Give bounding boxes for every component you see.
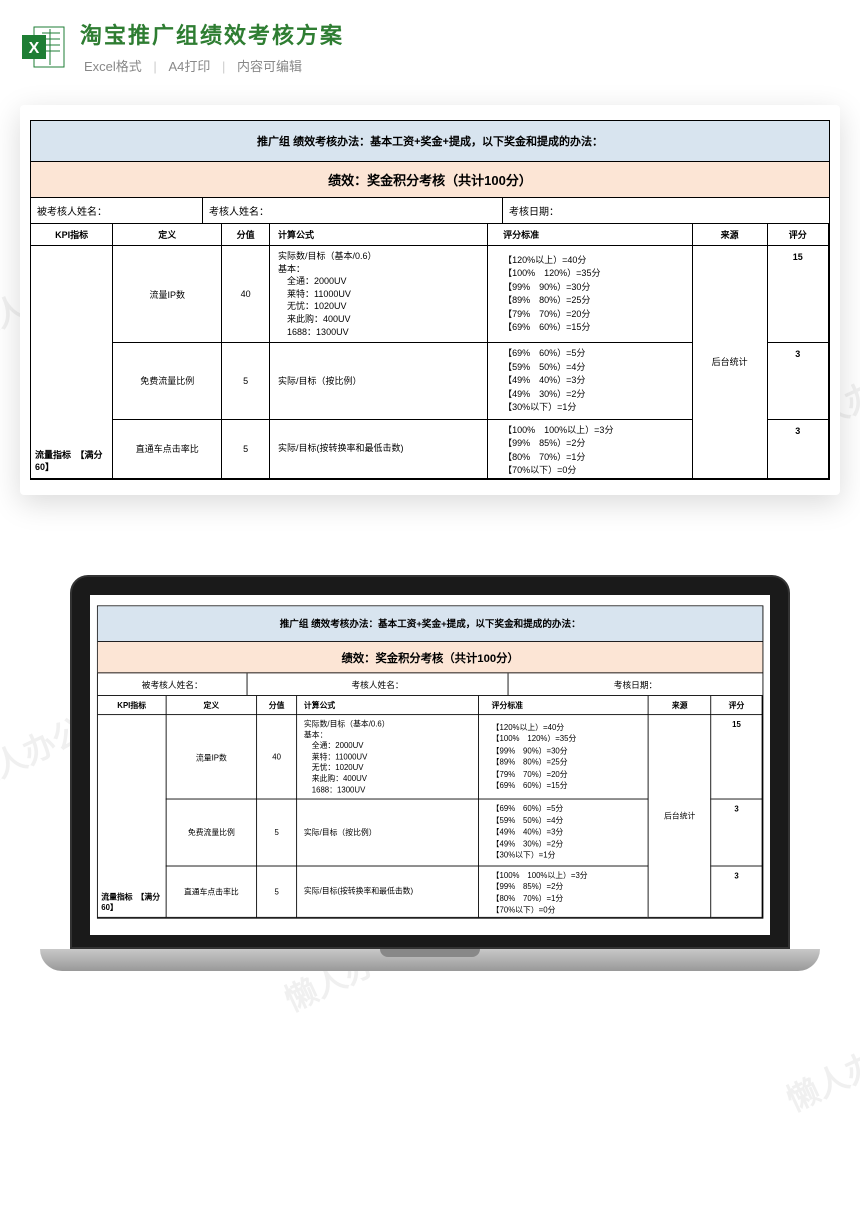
col-def: 定义 xyxy=(166,696,257,715)
col-source: 来源 xyxy=(648,696,710,715)
col-formula: 计算公式 xyxy=(270,224,488,246)
rating-cell: 3 xyxy=(711,799,762,866)
kpi-group-cell: 流量指标 【满分60】 xyxy=(31,246,113,479)
watermark: 懒人办公 xyxy=(778,1025,860,1121)
laptop-screen-content: 推广组 绩效考核办法：基本工资+奖金+提成，以下奖金和提成的办法： 绩效：奖金积… xyxy=(90,595,770,935)
name-row: 被考核人姓名： 考核人姓名： 考核日期： xyxy=(31,198,829,224)
col-rating: 评分 xyxy=(767,224,828,246)
formula-cell: 实际数/目标（基本/0.6）基本： 全通：2000UV 莱特：11000UV 无… xyxy=(297,714,479,799)
table-row: 流量指标 【满分60】 流量IP数 40 实际数/目标（基本/0.6）基本： 全… xyxy=(98,714,762,799)
standard-cell: 【100% 100%以上）=3分【99% 85%）=2分【80% 70%）=1分… xyxy=(488,419,692,478)
document-title: 淘宝推广组绩效考核方案 xyxy=(80,18,840,50)
date-label: 考核日期： xyxy=(508,673,762,695)
formula-cell: 实际/目标（按比例） xyxy=(297,799,479,866)
score-cell: 5 xyxy=(222,343,270,420)
laptop-screen: 推广组 绩效考核办法：基本工资+奖金+提成，以下奖金和提成的办法： 绩效：奖金积… xyxy=(70,575,790,949)
table-header-row: KPI指标 定义 分值 计算公式 评分标准 来源 评分 xyxy=(31,224,829,246)
rating-cell: 15 xyxy=(767,246,828,343)
excel-icon: X xyxy=(20,23,68,71)
table-row: 流量指标 【满分60】 流量IP数 40 实际数/目标（基本/0.6）基本： 全… xyxy=(31,246,829,343)
formula-cell: 实际/目标(按转换率和最低击数) xyxy=(270,419,488,478)
standard-cell: 【69% 60%）=5分【59% 50%）=4分【49% 40%）=3分【49%… xyxy=(488,343,692,420)
source-cell: 后台统计 xyxy=(692,246,767,479)
standard-cell: 【69% 60%）=5分【59% 50%）=4分【49% 40%）=3分【49%… xyxy=(478,799,648,866)
examinee-label: 被考核人姓名： xyxy=(31,198,203,223)
meta-editable: 内容可编辑 xyxy=(237,59,302,74)
preview-card-top: 推广组 绩效考核办法：基本工资+奖金+提成，以下奖金和提成的办法： 绩效：奖金积… xyxy=(20,105,840,495)
spreadsheet-preview: 推广组 绩效考核办法：基本工资+奖金+提成，以下奖金和提成的办法： 绩效：奖金积… xyxy=(97,605,763,918)
score-header: 绩效：奖金积分考核（共计100分） xyxy=(98,642,763,673)
col-formula: 计算公式 xyxy=(297,696,479,715)
score-cell: 5 xyxy=(257,865,297,916)
laptop-mockup: 推广组 绩效考核办法：基本工资+奖金+提成，以下奖金和提成的办法： 绩效：奖金积… xyxy=(0,575,860,971)
formula-cell: 实际/目标（按比例） xyxy=(270,343,488,420)
document-meta: Excel格式 | A4打印 | 内容可编辑 xyxy=(80,56,840,75)
col-kpi: KPI指标 xyxy=(98,696,166,715)
col-standard: 评分标准 xyxy=(478,696,648,715)
examiner-label: 考核人姓名： xyxy=(203,198,503,223)
examiner-label: 考核人姓名： xyxy=(247,673,508,695)
rating-cell: 3 xyxy=(711,865,762,916)
examinee-label: 被考核人姓名： xyxy=(98,673,248,695)
table-header-row: KPI指标 定义 分值 计算公式 评分标准 来源 评分 xyxy=(98,696,762,715)
standard-cell: 【120%以上）=40分【100% 120%）=35分【99% 90%）=30分… xyxy=(488,246,692,343)
divider: | xyxy=(222,59,225,74)
svg-text:X: X xyxy=(29,40,40,57)
def-cell: 免费流量比例 xyxy=(113,343,222,420)
laptop-base xyxy=(40,949,820,971)
method-header: 推广组 绩效考核办法：基本工资+奖金+提成，以下奖金和提成的办法： xyxy=(98,606,763,642)
def-cell: 流量IP数 xyxy=(166,714,257,799)
date-label: 考核日期： xyxy=(503,198,829,223)
rating-cell: 3 xyxy=(767,343,828,420)
col-kpi: KPI指标 xyxy=(31,224,113,246)
laptop-notch xyxy=(380,949,480,957)
col-def: 定义 xyxy=(113,224,222,246)
formula-cell: 实际数/目标（基本/0.6）基本： 全通：2000UV 莱特：11000UV 无… xyxy=(270,246,488,343)
title-block: 淘宝推广组绩效考核方案 Excel格式 | A4打印 | 内容可编辑 xyxy=(80,18,840,75)
col-source: 来源 xyxy=(692,224,767,246)
rating-cell: 15 xyxy=(711,714,762,799)
kpi-table: KPI指标 定义 分值 计算公式 评分标准 来源 评分 流量指标 【满分60】 … xyxy=(98,696,763,918)
def-cell: 免费流量比例 xyxy=(166,799,257,866)
col-score: 分值 xyxy=(222,224,270,246)
col-standard: 评分标准 xyxy=(488,224,692,246)
table-body: 流量指标 【满分60】 流量IP数 40 实际数/目标（基本/0.6）基本： 全… xyxy=(98,714,762,916)
name-row: 被考核人姓名： 考核人姓名： 考核日期： xyxy=(98,673,763,696)
score-header: 绩效：奖金积分考核（共计100分） xyxy=(31,162,829,198)
col-rating: 评分 xyxy=(711,696,762,715)
meta-format: Excel格式 xyxy=(84,59,142,74)
kpi-group-cell: 流量指标 【满分60】 xyxy=(98,714,166,916)
method-header: 推广组 绩效考核办法：基本工资+奖金+提成，以下奖金和提成的办法： xyxy=(31,121,829,162)
score-cell: 40 xyxy=(222,246,270,343)
score-cell: 5 xyxy=(257,799,297,866)
def-cell: 直通车点击率比 xyxy=(113,419,222,478)
source-cell: 后台统计 xyxy=(648,714,710,916)
score-cell: 40 xyxy=(257,714,297,799)
meta-print: A4打印 xyxy=(168,59,210,74)
col-score: 分值 xyxy=(257,696,297,715)
rating-cell: 3 xyxy=(767,419,828,478)
header-bar: X 淘宝推广组绩效考核方案 Excel格式 | A4打印 | 内容可编辑 xyxy=(0,0,860,85)
table-body: 流量指标 【满分60】 流量IP数 40 实际数/目标（基本/0.6）基本： 全… xyxy=(31,246,829,479)
spreadsheet-preview: 推广组 绩效考核办法：基本工资+奖金+提成，以下奖金和提成的办法： 绩效：奖金积… xyxy=(30,120,830,480)
formula-cell: 实际/目标(按转换率和最低击数) xyxy=(297,865,479,916)
def-cell: 流量IP数 xyxy=(113,246,222,343)
def-cell: 直通车点击率比 xyxy=(166,865,257,916)
laptop-frame: 推广组 绩效考核办法：基本工资+奖金+提成，以下奖金和提成的办法： 绩效：奖金积… xyxy=(70,575,790,971)
score-cell: 5 xyxy=(222,419,270,478)
divider: | xyxy=(153,59,156,74)
page-container: 懒人办公 懒人办公 懒人办公 懒人办公 懒人办公 X 淘宝推广组绩效考核方案 E… xyxy=(0,0,860,1219)
kpi-table: KPI指标 定义 分值 计算公式 评分标准 来源 评分 流量指标 【满分60】 … xyxy=(31,224,829,479)
standard-cell: 【100% 100%以上）=3分【99% 85%）=2分【80% 70%）=1分… xyxy=(478,865,648,916)
standard-cell: 【120%以上）=40分【100% 120%）=35分【99% 90%）=30分… xyxy=(478,714,648,799)
